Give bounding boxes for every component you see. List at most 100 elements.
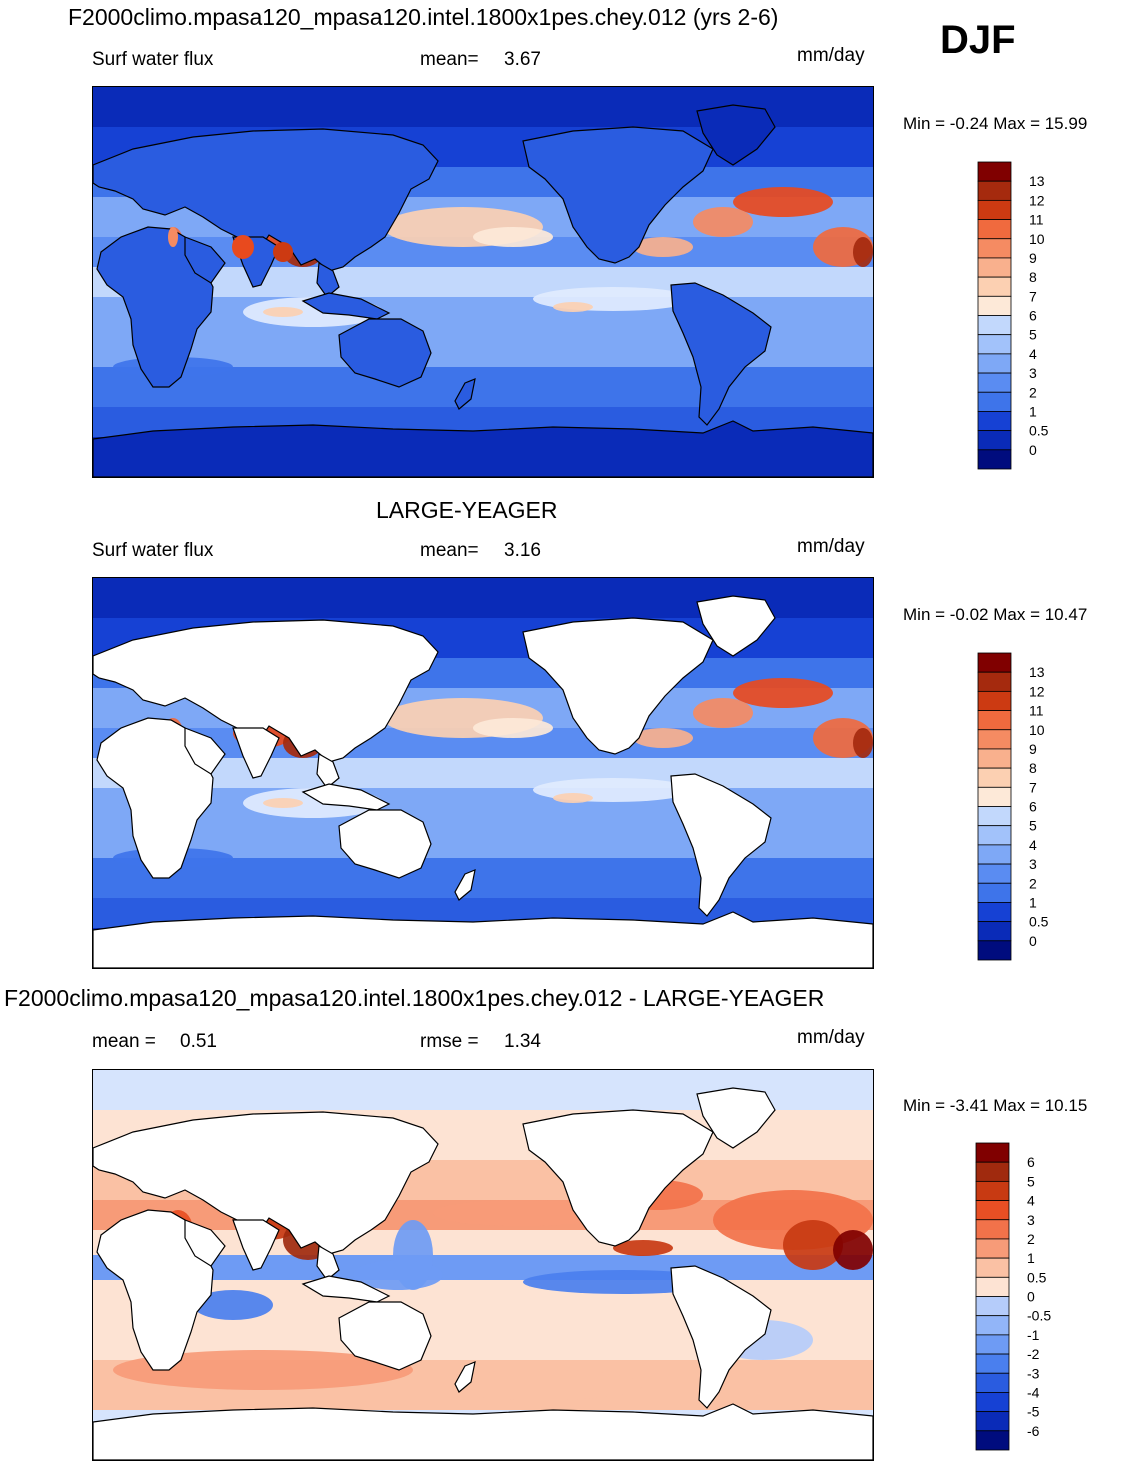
colorbar-label: -5 <box>1027 1404 1040 1420</box>
colorbar-box <box>977 334 1012 355</box>
colorbar-box <box>975 1257 1010 1278</box>
colorbar-box <box>977 690 1012 711</box>
land-seasia <box>316 262 340 298</box>
land-indonesia <box>301 292 391 320</box>
land-newzealand <box>454 869 476 901</box>
panel-2-units: mm/day <box>797 536 865 557</box>
panel-3-rmse-label: rmse = <box>420 1031 479 1052</box>
land-greenland <box>696 1087 776 1149</box>
land-arabia <box>184 727 226 775</box>
panel-3-min-max: Min = -3.41 Max = 10.15 <box>903 1096 1088 1115</box>
panel-3-map-svg <box>93 1070 873 1460</box>
colorbar-label: -1 <box>1027 1327 1040 1343</box>
colorbar-label: 4 <box>1029 346 1037 362</box>
colorbar-label: 7 <box>1029 288 1037 304</box>
colorbar-label: -0.5 <box>1027 1308 1051 1324</box>
colorbar-label: 10 <box>1029 231 1045 247</box>
colorbar-label: 7 <box>1029 779 1037 795</box>
land-samerica <box>670 282 772 426</box>
colorbar-box <box>975 1142 1010 1163</box>
colorbar-label: 6 <box>1029 799 1037 815</box>
colorbar-label: 1 <box>1027 1250 1035 1266</box>
land-samerica <box>670 773 772 917</box>
panel-1-title: F2000climo.mpasa120_mpasa120.intel.1800x… <box>68 4 779 30</box>
panel-3-mean-label: mean = <box>92 1031 156 1052</box>
colorbar-label: 8 <box>1029 760 1037 776</box>
colorbar-box <box>975 1161 1010 1182</box>
panel-1-map <box>92 86 874 478</box>
colorbar-box <box>977 710 1012 731</box>
colorbar-label: -4 <box>1027 1384 1040 1400</box>
colorbar-label: 6 <box>1029 308 1037 324</box>
panel-3-units: mm/day <box>797 1027 865 1048</box>
colorbar-label: 0.5 <box>1027 1269 1047 1285</box>
colorbar-box <box>975 1353 1010 1374</box>
land-africa <box>96 1209 214 1371</box>
colorbar-box <box>977 353 1012 374</box>
land-antarctica <box>93 420 873 477</box>
colorbar-label: 0.5 <box>1029 914 1049 930</box>
colorbar-box <box>975 1392 1010 1413</box>
colorbar-label: 0 <box>1029 933 1037 949</box>
land-namerica <box>522 126 714 264</box>
land-seasia <box>316 753 340 789</box>
colorbar-label: 2 <box>1029 384 1037 400</box>
panel-3-colorbar: 6 5 4 3 2 1 0.5 0 -0.5 -1 -2 -3 -4 -5 -6 <box>975 1142 1066 1463</box>
colorbar-label: 10 <box>1029 722 1045 738</box>
colorbar-label: 5 <box>1029 818 1037 834</box>
panel-2-mean-value: 3.16 <box>504 540 541 561</box>
panel-1-mean-value: 3.67 <box>504 49 541 70</box>
colorbar-box <box>977 257 1012 278</box>
colorbar-label: 3 <box>1027 1212 1035 1228</box>
land-africa <box>96 717 214 879</box>
colorbar-box <box>977 295 1012 316</box>
land-greenland <box>696 104 776 166</box>
colorbar-label: 5 <box>1027 1173 1035 1189</box>
panel-2-colorbar: 13 12 11 10 9 8 7 6 5 4 3 2 1 0.5 0 <box>977 652 1068 973</box>
colorbar-box <box>977 882 1012 903</box>
colorbar-label: 3 <box>1029 365 1037 381</box>
panel-2-map <box>92 577 874 969</box>
colorbar-box <box>975 1219 1010 1240</box>
colorbar-box <box>975 1430 1010 1451</box>
colorbar-label: 9 <box>1029 741 1037 757</box>
colorbar-box <box>977 430 1012 451</box>
colorbar-label: 4 <box>1027 1193 1035 1209</box>
colorbar-box <box>977 391 1012 412</box>
land-seasia <box>316 1245 340 1281</box>
colorbar-label: 13 <box>1029 664 1045 680</box>
colorbar-box <box>977 372 1012 393</box>
panel-1-units: mm/day <box>797 45 865 66</box>
land-australia <box>338 809 432 879</box>
colorbar-label: 5 <box>1029 327 1037 343</box>
panel-1-min-max: Min = -0.24 Max = 15.99 <box>903 114 1088 133</box>
colorbar-box <box>977 449 1012 470</box>
colorbar-box <box>977 940 1012 961</box>
colorbar-box <box>977 315 1012 336</box>
land-arabia <box>184 1219 226 1267</box>
land-namerica <box>522 1109 714 1247</box>
land-australia <box>338 318 432 388</box>
land-india <box>232 1219 280 1271</box>
colorbar-label: 8 <box>1029 269 1037 285</box>
land-antarctica <box>93 911 873 968</box>
colorbar-box <box>977 180 1012 201</box>
colorbar-label: 6 <box>1027 1154 1035 1170</box>
land-antarctica <box>93 1403 873 1460</box>
colorbar-box <box>977 671 1012 692</box>
colorbar-label: -6 <box>1027 1423 1040 1439</box>
panel-1-mean-label: mean= <box>420 49 479 70</box>
colorbar-box <box>977 844 1012 865</box>
colorbar-label: 3 <box>1029 856 1037 872</box>
colorbar-label: 11 <box>1029 212 1044 228</box>
colorbar-label: 4 <box>1029 837 1037 853</box>
land-arabia <box>184 236 226 284</box>
colorbar-box <box>975 1411 1010 1432</box>
land-indonesia <box>301 783 391 811</box>
colorbar-label: 13 <box>1029 173 1045 189</box>
colorbar-label: -3 <box>1027 1365 1040 1381</box>
colorbar-box <box>977 767 1012 788</box>
colorbar-box <box>977 729 1012 750</box>
colorbar-box <box>977 786 1012 807</box>
colorbar-label: -2 <box>1027 1346 1040 1362</box>
